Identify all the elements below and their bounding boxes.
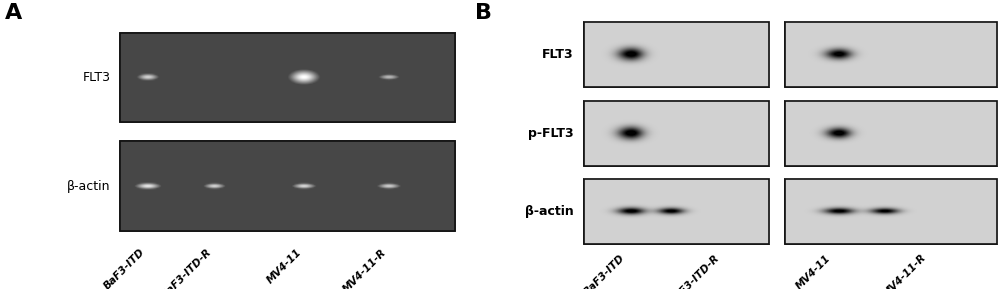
Text: MV4-11: MV4-11 [265,247,304,286]
Text: B: B [475,3,492,23]
Bar [584,101,769,166]
Text: BaF3-ITD: BaF3-ITD [103,247,147,289]
Text: BaF3-ITD-R: BaF3-ITD-R [668,253,722,289]
Bar [120,141,455,231]
Text: β-actin: β-actin [67,179,110,192]
Text: MV4-11: MV4-11 [795,253,833,289]
Bar [584,101,769,166]
Text: MV4-11-R: MV4-11-R [881,253,928,289]
Text: MV4-11-R: MV4-11-R [342,247,389,289]
Bar [785,101,997,166]
Bar [584,179,769,244]
Bar [120,141,455,231]
Bar [785,22,997,87]
Bar [584,22,769,87]
Text: A: A [5,3,22,23]
Bar [785,179,997,244]
Bar [584,179,769,244]
Text: FLT3: FLT3 [82,71,110,84]
Text: FLT3: FLT3 [542,48,573,61]
Bar [120,33,455,122]
Bar [785,101,997,166]
Text: β-actin: β-actin [525,205,573,218]
Bar [584,22,769,87]
Bar [785,22,997,87]
Text: BaF3-ITD: BaF3-ITD [582,253,626,289]
Text: BaF3-ITD-R: BaF3-ITD-R [160,247,214,289]
Bar [120,33,455,122]
Bar [785,179,997,244]
Text: p-FLT3: p-FLT3 [528,127,573,140]
